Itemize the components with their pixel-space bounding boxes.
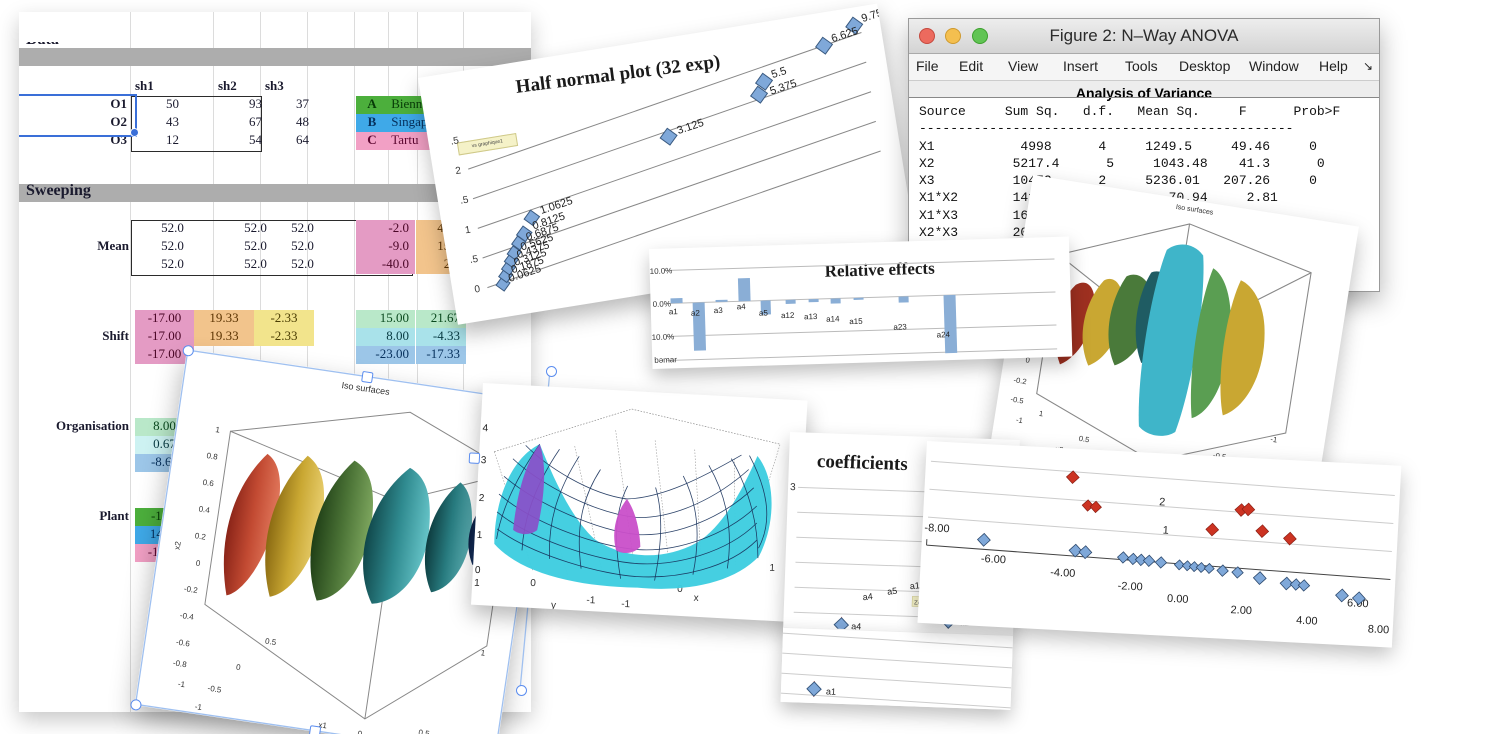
svg-text:5.5: 5.5 xyxy=(770,65,788,81)
svg-text:a13: a13 xyxy=(804,312,818,321)
svg-text:a3: a3 xyxy=(714,306,724,315)
svg-text:1: 1 xyxy=(769,563,776,574)
svg-text:1: 1 xyxy=(476,530,483,541)
svg-text:0.00: 0.00 xyxy=(1167,593,1189,606)
svg-text:3: 3 xyxy=(790,482,796,493)
svg-text:a14: a14 xyxy=(826,314,840,323)
svg-text:a1: a1 xyxy=(826,686,836,696)
svg-text:-0.5: -0.5 xyxy=(1010,395,1024,406)
svg-text:1: 1 xyxy=(1038,409,1044,419)
svg-text:a12: a12 xyxy=(781,311,795,320)
svg-text:4.00: 4.00 xyxy=(1296,615,1318,628)
svg-text:2: 2 xyxy=(478,493,485,504)
svg-text:x: x xyxy=(693,593,699,604)
svg-text:a15: a15 xyxy=(849,317,863,326)
svg-text:2.00: 2.00 xyxy=(1230,604,1252,617)
svg-text:6.625: 6.625 xyxy=(830,25,860,45)
svg-text:3: 3 xyxy=(481,455,488,466)
svg-text:a24: a24 xyxy=(937,330,951,339)
svg-text:a4: a4 xyxy=(737,302,747,311)
svg-text:-0.2: -0.2 xyxy=(1013,375,1027,386)
svg-text:2: 2 xyxy=(1159,496,1166,508)
svg-text:1: 1 xyxy=(474,578,481,589)
svg-text:a5: a5 xyxy=(887,586,898,597)
svg-text:-6.00: -6.00 xyxy=(981,553,1007,566)
svg-text:-1: -1 xyxy=(1270,435,1278,445)
svg-text:1: 1 xyxy=(1162,524,1169,536)
svg-text:a4: a4 xyxy=(862,591,873,602)
svg-text:0: 0 xyxy=(475,565,482,576)
svg-text:8.00: 8.00 xyxy=(1367,623,1389,636)
svg-text:10.0%: 10.0% xyxy=(651,332,674,342)
svg-text:-8.00: -8.00 xyxy=(924,522,950,535)
svg-text:-1: -1 xyxy=(621,599,631,610)
svg-text:9.75: 9.75 xyxy=(860,7,884,25)
svg-text:a1: a1 xyxy=(669,307,679,316)
svg-text:a2: a2 xyxy=(691,309,701,318)
svg-text:0: 0 xyxy=(530,578,537,589)
svg-text:-0.5: -0.5 xyxy=(237,723,252,734)
svg-text:a23: a23 xyxy=(893,322,907,331)
svg-text:0.5: 0.5 xyxy=(1078,434,1090,445)
svg-text:bəmar: bəmar xyxy=(654,355,677,365)
svg-text:10.0%: 10.0% xyxy=(650,266,673,276)
svg-text:-2.00: -2.00 xyxy=(1117,580,1143,593)
svg-text:-1: -1 xyxy=(586,595,596,606)
svg-text:4: 4 xyxy=(482,423,489,434)
svg-text:a5: a5 xyxy=(759,308,769,317)
svg-text:-1: -1 xyxy=(1015,415,1023,425)
svg-text:3.125: 3.125 xyxy=(676,117,706,137)
svg-text:-4.00: -4.00 xyxy=(1050,567,1076,580)
